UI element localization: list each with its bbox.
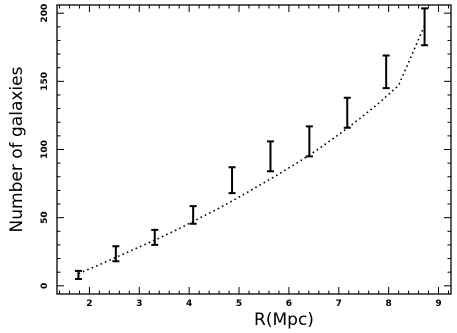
error-bar <box>228 166 236 195</box>
y-axis-label: Number of galaxies <box>7 66 27 232</box>
fit-curve <box>78 25 426 275</box>
y-tick-label: 150 <box>40 72 50 91</box>
error-bar <box>151 228 159 246</box>
error-bar <box>382 54 390 90</box>
error-bar <box>421 7 429 47</box>
y-tick-label: 50 <box>40 211 50 224</box>
x-tick-label: 9 <box>435 299 441 309</box>
x-tick-label: 6 <box>286 299 292 309</box>
y-tick-label: 0 <box>40 283 50 289</box>
x-tick-label: 4 <box>186 299 192 309</box>
x-tick-label: 5 <box>236 299 242 309</box>
error-bar <box>112 245 120 263</box>
x-axis-label: R(Mpc) <box>254 310 314 330</box>
x-tick-label: 3 <box>136 299 142 309</box>
x-tick-label: 2 <box>86 299 92 309</box>
error-bar <box>305 125 313 158</box>
error-bar <box>343 96 351 129</box>
y-tick-label: 100 <box>40 140 50 159</box>
error-bar <box>74 269 82 281</box>
error-bar <box>189 205 197 225</box>
y-tick-label: 200 <box>40 4 50 23</box>
x-tick-label: 7 <box>336 299 342 309</box>
x-tick-label: 8 <box>386 299 392 309</box>
error-bar <box>266 140 274 173</box>
